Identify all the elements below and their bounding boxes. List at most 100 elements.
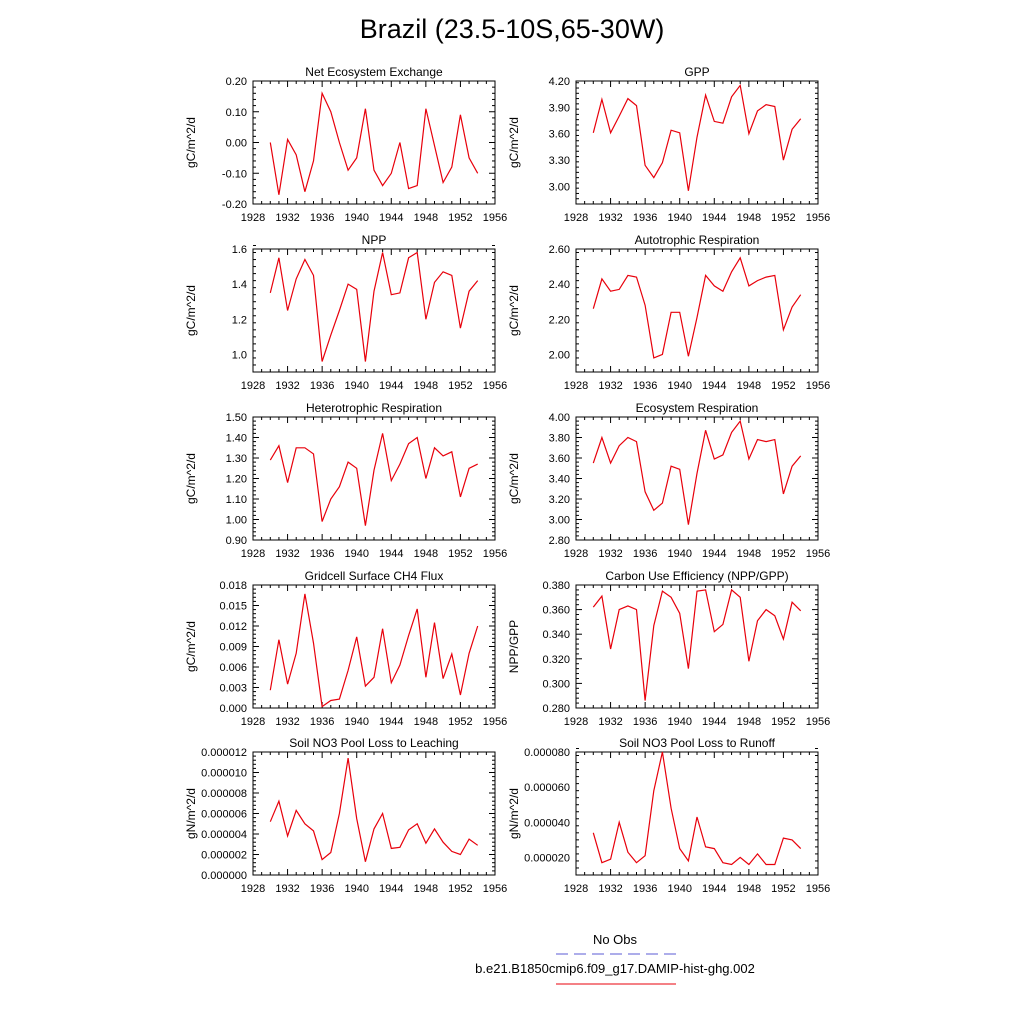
x-tick-label: 1932 (275, 380, 299, 392)
y-tick-label: 1.00 (226, 515, 247, 527)
y-tick-label: -0.20 (222, 199, 247, 211)
x-tick-label: 1944 (379, 380, 403, 392)
x-tick-label: 1948 (414, 883, 438, 895)
x-tick-label: 1952 (448, 883, 472, 895)
y-tick-label: 0.003 (219, 683, 247, 695)
series-line (269, 758, 479, 862)
x-tick-label: 1928 (241, 883, 265, 895)
y-tick-label: 3.00 (549, 515, 570, 527)
chart-panel-3: Autotrophic Respiration gC/m^2/d 1928 1932 1… (507, 233, 830, 392)
x-tick-label: 1928 (241, 380, 265, 392)
chart-title: Net Ecosystem Exchange (305, 65, 443, 79)
x-tick-label: 1948 (737, 380, 761, 392)
x-tick-label: 1952 (771, 716, 795, 728)
x-tick-label: 1936 (633, 883, 657, 895)
x-tick-label: 1956 (806, 883, 830, 895)
y-tick-label: 1.6 (232, 244, 247, 256)
series-line (269, 433, 478, 526)
y-tick-label: 0.360 (542, 605, 570, 617)
x-tick-label: 1928 (564, 716, 588, 728)
x-tick-label: 1956 (806, 212, 830, 224)
y-tick-label: 0.000004 (201, 829, 247, 841)
x-tick-label: 1956 (483, 380, 507, 392)
y-tick-label: 0.000002 (201, 850, 247, 862)
x-tick-label: 1936 (633, 380, 657, 392)
chart-panel-6: Gridcell Surface CH4 Flux gC/m^2/d 1928 193… (184, 569, 507, 728)
y-tick-label: 0.000060 (524, 782, 570, 794)
x-tick-label: 1928 (564, 883, 588, 895)
page-title: Brazil (23.5-10S,65-30W) (359, 14, 665, 44)
chart-panel-2: NPP gC/m^2/d 1928 1932 1936 1940 1944 1948 1952 1… (184, 233, 507, 392)
x-tick-label: 1932 (275, 548, 299, 560)
x-tick-label: 1952 (771, 548, 795, 560)
x-tick-label: 1948 (737, 716, 761, 728)
chart-panel-5: Ecosystem Respiration gC/m^2/d 1928 1932 193… (507, 401, 830, 560)
y-tick-label: 3.80 (549, 433, 570, 445)
series-line (269, 91, 479, 195)
y-tick-label: 2.60 (549, 244, 570, 256)
x-tick-label: 1944 (702, 548, 726, 560)
chart-panel-9: Soil NO3 Pool Loss to Runoff gN/m^2/d 1928… (507, 736, 830, 895)
x-tick-label: 1936 (310, 380, 334, 392)
y-tick-label: 2.20 (549, 314, 570, 326)
x-tick-label: 1948 (737, 548, 761, 560)
chart-panel-4: Heterotrophic Respiration gC/m^2/d 1928 193… (184, 401, 507, 560)
y-tick-label: 1.40 (226, 433, 247, 445)
y-axis-label: gC/m^2/d (184, 453, 198, 504)
x-tick-label: 1940 (344, 380, 368, 392)
x-tick-label: 1952 (448, 212, 472, 224)
chart-title: Soil NO3 Pool Loss to Runoff (619, 736, 776, 750)
y-tick-label: 0.000012 (201, 747, 247, 759)
chart-title: Carbon Use Efficiency (NPP/GPP) (605, 569, 788, 583)
plot-frame (575, 751, 819, 876)
x-tick-label: 1940 (667, 548, 691, 560)
x-tick-label: 1944 (379, 212, 403, 224)
x-tick-label: 1928 (241, 548, 265, 560)
y-tick-label: 1.10 (226, 494, 247, 506)
y-axis-label: gC/m^2/d (184, 621, 198, 672)
x-tick-label: 1952 (448, 380, 472, 392)
series-line (592, 751, 802, 866)
y-tick-label: 3.30 (549, 155, 570, 167)
x-tick-label: 1940 (667, 380, 691, 392)
x-tick-label: 1944 (379, 548, 403, 560)
x-tick-label: 1932 (275, 716, 299, 728)
x-tick-label: 1940 (667, 212, 691, 224)
y-tick-label: 3.60 (549, 129, 570, 141)
y-tick-label: 0.015 (219, 601, 247, 613)
y-tick-label: 3.00 (549, 181, 570, 193)
y-tick-label: 0.000008 (201, 788, 247, 800)
x-tick-label: 1932 (598, 548, 622, 560)
x-tick-label: 1948 (414, 212, 438, 224)
y-tick-label: 2.40 (549, 279, 570, 291)
chart-title: NPP (362, 233, 387, 247)
y-tick-label: 4.00 (549, 412, 570, 424)
x-tick-label: 1932 (598, 212, 622, 224)
y-tick-label: 0.300 (542, 678, 570, 690)
plot-frame (252, 751, 496, 876)
y-tick-label: 0.000000 (201, 870, 247, 882)
y-axis-label: gN/m^2/d (184, 788, 198, 839)
series-line (269, 593, 479, 708)
chart-panel-8: Soil NO3 Pool Loss to Leaching gN/m^2/d 19… (184, 736, 507, 895)
x-tick-label: 1932 (598, 716, 622, 728)
x-tick-label: 1932 (598, 380, 622, 392)
y-tick-label: 0.00 (226, 138, 247, 150)
x-tick-label: 1944 (379, 716, 403, 728)
x-tick-label: 1944 (702, 716, 726, 728)
x-tick-label: 1936 (633, 548, 657, 560)
legend-model-label: b.e21.B1850cmip6.f09_g17.DAMIP-hist-ghg.… (475, 961, 755, 976)
y-tick-label: 0.380 (542, 580, 570, 592)
x-tick-label: 1952 (771, 380, 795, 392)
x-tick-label: 1928 (241, 716, 265, 728)
y-tick-label: 0.018 (219, 580, 247, 592)
plot-frame (575, 80, 819, 205)
y-tick-label: 4.20 (549, 76, 570, 88)
y-tick-label: 0.000040 (524, 817, 570, 829)
plot-frame (252, 416, 496, 541)
chart-title: Soil NO3 Pool Loss to Leaching (289, 736, 458, 750)
y-tick-label: 1.2 (232, 314, 247, 326)
y-tick-label: 0.000020 (524, 852, 570, 864)
y-tick-label: 0.000010 (201, 768, 247, 780)
chart-panel-7: Carbon Use Efficiency (NPP/GPP) NPP/GPP 19… (507, 569, 830, 728)
